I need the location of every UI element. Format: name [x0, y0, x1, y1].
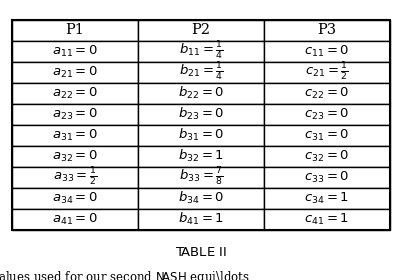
- Text: $b_{33} = \frac{7}{8}$: $b_{33} = \frac{7}{8}$: [178, 166, 223, 188]
- Text: $a_{11} = 0$: $a_{11} = 0$: [52, 44, 98, 59]
- Bar: [12, 104, 138, 125]
- Bar: [12, 125, 138, 146]
- Bar: [12, 167, 138, 188]
- Bar: [138, 125, 263, 146]
- Text: $b_{11} = \frac{1}{4}$: $b_{11} = \frac{1}{4}$: [178, 40, 223, 62]
- Text: $b_{41} = 1$: $b_{41} = 1$: [178, 211, 223, 227]
- Text: $c_{21} = \frac{1}{2}$: $c_{21} = \frac{1}{2}$: [304, 61, 348, 83]
- Text: $a_{33} = \frac{1}{2}$: $a_{33} = \frac{1}{2}$: [53, 166, 97, 188]
- Text: P2: P2: [191, 23, 210, 37]
- Bar: [12, 83, 138, 104]
- Text: $a_{22} = 0$: $a_{22} = 0$: [52, 86, 98, 101]
- Text: $c_{41} = 1$: $c_{41} = 1$: [304, 212, 348, 227]
- Bar: [138, 41, 263, 62]
- Text: $c_{32} = 0$: $c_{32} = 0$: [304, 149, 349, 164]
- Bar: [12, 188, 138, 209]
- Text: $b_{22} = 0$: $b_{22} = 0$: [177, 85, 224, 101]
- Bar: [263, 83, 389, 104]
- Text: $a_{21} = 0$: $a_{21} = 0$: [52, 65, 98, 80]
- Text: $b_{31} = 0$: $b_{31} = 0$: [177, 127, 224, 143]
- Bar: [138, 188, 263, 209]
- Bar: [12, 209, 138, 230]
- Text: $c_{11} = 0$: $c_{11} = 0$: [304, 44, 349, 59]
- Bar: [263, 188, 389, 209]
- Text: $c_{23} = 0$: $c_{23} = 0$: [304, 107, 349, 122]
- Text: $c_{22} = 0$: $c_{22} = 0$: [304, 86, 349, 101]
- Bar: [12, 20, 389, 230]
- Text: $a_{41} = 0$: $a_{41} = 0$: [52, 212, 98, 227]
- Text: $a_{31} = 0$: $a_{31} = 0$: [52, 128, 98, 143]
- Bar: [12, 41, 138, 62]
- Text: $b_{21} = \frac{1}{4}$: $b_{21} = \frac{1}{4}$: [178, 61, 223, 83]
- Bar: [263, 41, 389, 62]
- Bar: [12, 146, 138, 167]
- Bar: [138, 62, 263, 83]
- Text: $a_{23} = 0$: $a_{23} = 0$: [52, 107, 98, 122]
- Bar: [263, 104, 389, 125]
- Bar: [138, 20, 263, 41]
- Bar: [263, 125, 389, 146]
- Text: P3: P3: [317, 23, 336, 37]
- Bar: [138, 83, 263, 104]
- Bar: [263, 62, 389, 83]
- Bar: [12, 62, 138, 83]
- Text: P1: P1: [65, 23, 84, 37]
- Text: $c_{31} = 0$: $c_{31} = 0$: [304, 128, 349, 143]
- Bar: [263, 167, 389, 188]
- Text: $b_{32} = 1$: $b_{32} = 1$: [178, 148, 223, 164]
- Bar: [138, 146, 263, 167]
- Text: $a_{32} = 0$: $a_{32} = 0$: [52, 149, 98, 164]
- Text: $c_{33} = 0$: $c_{33} = 0$: [304, 170, 349, 185]
- Bar: [263, 209, 389, 230]
- Text: alues used for our second $\mathrm{N}_{\!\!}\mathrm{ASH}$ equi\ldots: alues used for our second $\mathrm{N}_{\…: [0, 269, 249, 280]
- Text: $c_{34} = 1$: $c_{34} = 1$: [304, 191, 348, 206]
- Bar: [263, 20, 389, 41]
- Bar: [12, 20, 138, 41]
- Bar: [263, 146, 389, 167]
- Bar: [138, 167, 263, 188]
- Bar: [138, 104, 263, 125]
- Text: $a_{34} = 0$: $a_{34} = 0$: [52, 191, 98, 206]
- Bar: [138, 209, 263, 230]
- Text: $b_{34} = 0$: $b_{34} = 0$: [177, 190, 224, 206]
- Text: $\mathrm{T}_{\!\!}\mathrm{ABLE}\ \mathrm{II}$: $\mathrm{T}_{\!\!}\mathrm{ABLE}\ \mathrm…: [174, 244, 227, 256]
- Text: $b_{23} = 0$: $b_{23} = 0$: [177, 106, 224, 122]
